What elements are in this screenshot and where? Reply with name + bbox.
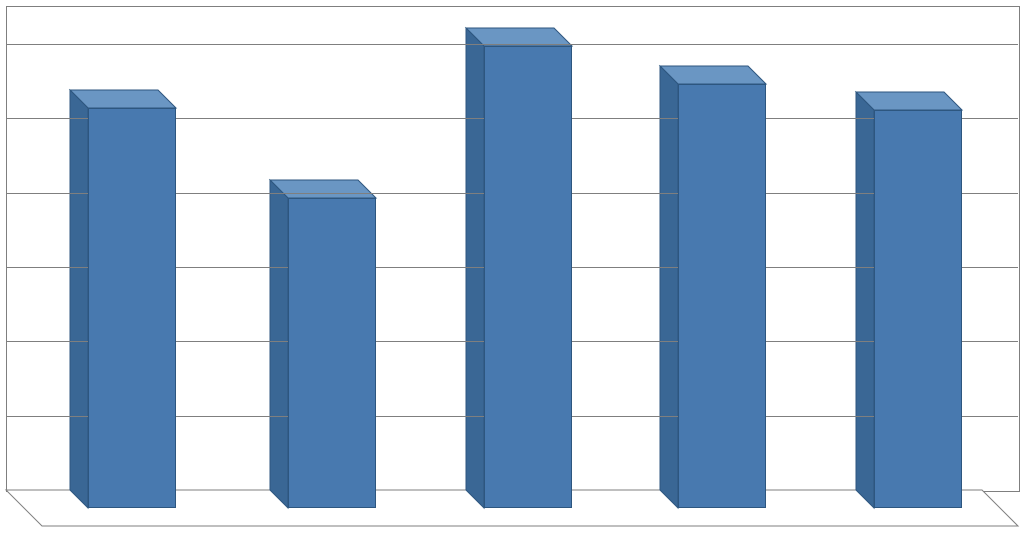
bar-front-face bbox=[484, 46, 572, 508]
gridline bbox=[6, 44, 1018, 45]
bar bbox=[484, 46, 572, 508]
bar bbox=[88, 108, 176, 508]
bar-front-face bbox=[874, 110, 962, 508]
bar-front-face bbox=[288, 198, 376, 508]
bar bbox=[874, 110, 962, 508]
bar-chart-3d bbox=[0, 0, 1024, 537]
bar bbox=[678, 84, 766, 508]
bar bbox=[288, 198, 376, 508]
bar-front-face bbox=[88, 108, 176, 508]
bar-front-face bbox=[678, 84, 766, 508]
